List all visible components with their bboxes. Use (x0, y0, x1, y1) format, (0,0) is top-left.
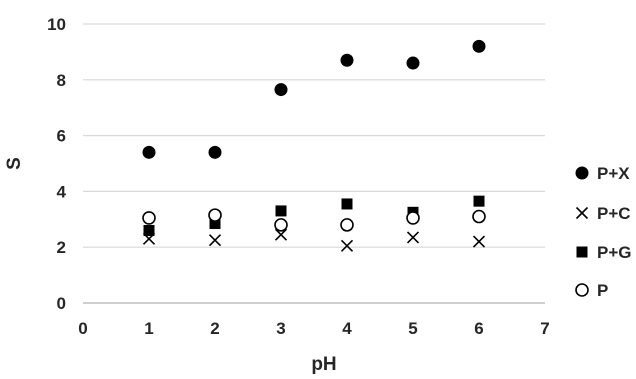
legend-marker (575, 283, 589, 297)
x-stroke (340, 239, 354, 252)
y-tick-label: 6 (57, 127, 66, 146)
legend-item: P+X (575, 164, 630, 183)
legend-marker (576, 246, 588, 258)
y-tick-label: 2 (57, 238, 66, 257)
x-tick-label: 2 (210, 319, 219, 338)
data-point (208, 208, 222, 222)
y-tick-label: 10 (47, 15, 66, 34)
x-tick-label: 0 (78, 319, 87, 338)
data-point (142, 145, 156, 159)
data-point (472, 235, 486, 248)
x-tick-label: 3 (276, 319, 285, 338)
x-tick-label: 1 (144, 319, 153, 338)
legend-marker (575, 166, 589, 180)
data-point (472, 209, 486, 224)
data-point (143, 224, 155, 236)
legend-label: P+C (597, 204, 631, 223)
series-p-plus-x (142, 39, 486, 159)
x-stroke (472, 235, 486, 248)
data-point (274, 83, 288, 97)
series-p-plus-g (143, 195, 485, 236)
y-axis-ticks: 0 2 4 6 8 10 (47, 15, 66, 313)
data-point (340, 239, 354, 252)
legend-item: P (575, 281, 608, 300)
legend-marker (575, 206, 589, 220)
data-point (340, 53, 354, 67)
data-point (208, 234, 222, 247)
data-point (208, 145, 222, 159)
x-axis-title: pH (311, 354, 336, 375)
legend-label: P (597, 281, 608, 300)
legend: P+X P+C P+G P (575, 164, 632, 300)
data-point (406, 56, 420, 70)
data-point (274, 228, 288, 241)
data-point (406, 211, 420, 225)
x-stroke (274, 228, 288, 241)
x-stroke (575, 206, 589, 220)
x-stroke (406, 231, 420, 244)
y-tick-label: 0 (57, 294, 66, 313)
x-tick-label: 5 (408, 319, 417, 338)
y-tick-label: 4 (57, 182, 67, 201)
x-tick-label: 6 (474, 319, 483, 338)
gridlines (83, 23, 545, 248)
data-point (209, 217, 221, 229)
x-axis-ticks: 0 1 2 3 4 5 6 7 (78, 319, 549, 338)
y-tick-label: 8 (57, 71, 66, 90)
data-point (275, 205, 287, 217)
data-point (473, 195, 485, 207)
x-tick-label: 4 (342, 319, 352, 338)
data-point (341, 198, 353, 210)
data-point (142, 211, 156, 225)
data-point (472, 39, 486, 53)
data-point (340, 218, 354, 232)
y-axis-title: S (4, 157, 25, 170)
x-stroke (208, 234, 222, 247)
x-tick-label: 7 (540, 319, 549, 338)
legend-item: P+C (575, 204, 631, 223)
data-points (142, 39, 486, 252)
legend-label: P+G (597, 243, 632, 262)
series-p (142, 208, 486, 232)
data-point (274, 218, 288, 232)
legend-label: P+X (597, 164, 630, 183)
legend-item: P+G (576, 243, 632, 262)
series-p-plus-c (142, 228, 486, 252)
data-point (406, 231, 420, 244)
